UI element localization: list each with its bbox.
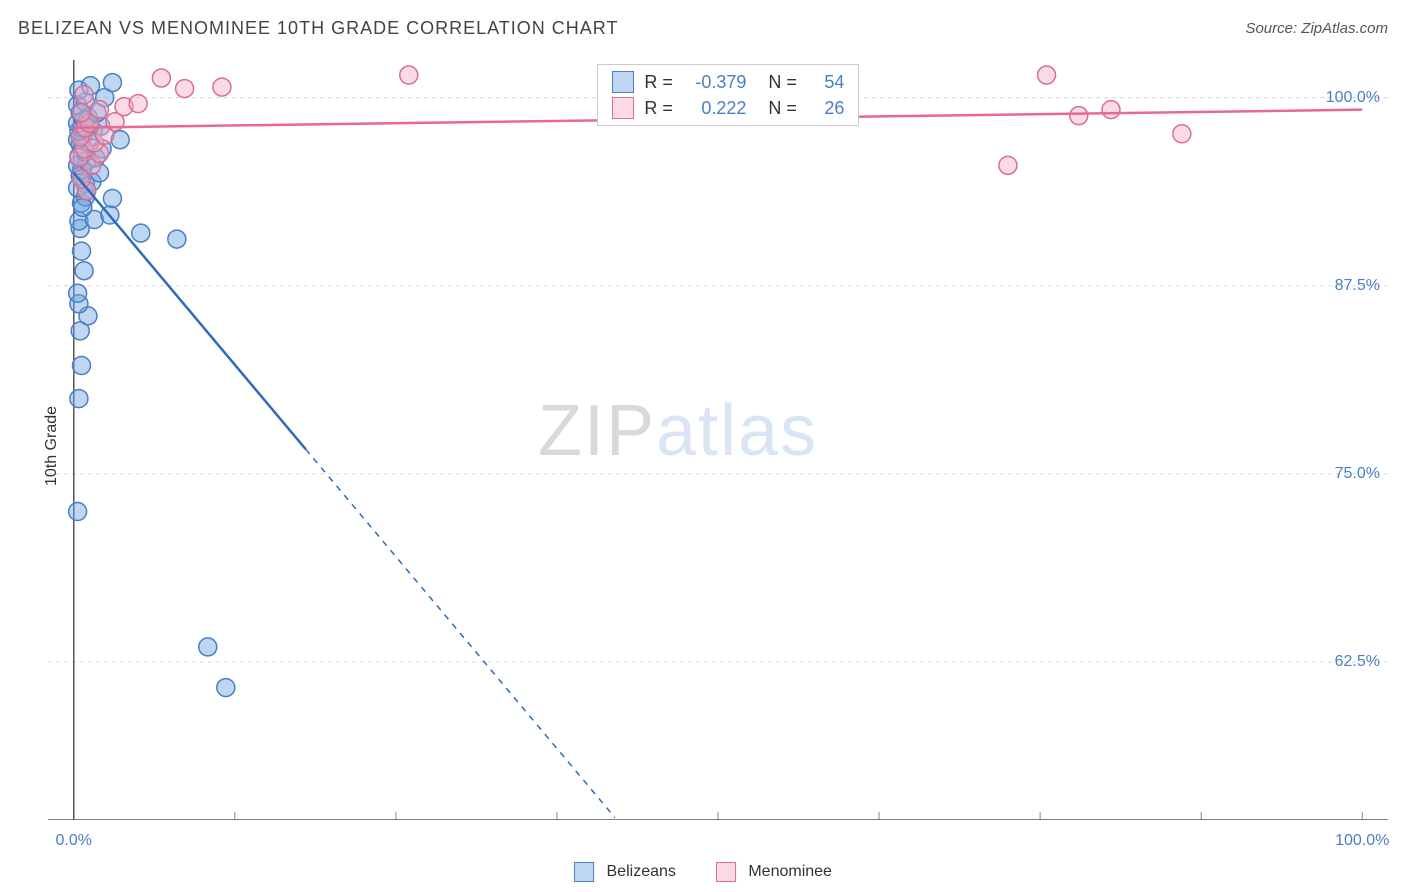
stats-n-value: 26 xyxy=(814,98,844,119)
stats-row: R = -0.379 N = 54 xyxy=(598,69,858,95)
stats-n-label: N = xyxy=(768,72,804,93)
stats-r-value: 0.222 xyxy=(690,98,746,119)
chart-title: BELIZEAN VS MENOMINEE 10TH GRADE CORRELA… xyxy=(18,18,618,39)
chart-source: Source: ZipAtlas.com xyxy=(1245,20,1388,37)
stats-r-label: R = xyxy=(644,98,680,119)
stats-n-label: N = xyxy=(768,98,804,119)
plot-area: ZIPatlas R =-0.379N =54R =0.222N =26 100… xyxy=(48,60,1388,820)
legend-swatch-icon xyxy=(574,862,594,882)
legend-item-menominee: Menominee xyxy=(716,862,832,882)
y-tick-label: 75.0% xyxy=(1335,465,1380,483)
y-tick-label: 87.5% xyxy=(1335,277,1380,295)
correlation-stats-box: R = -0.379 N = 54 R = 0.222 N = 26 xyxy=(597,64,859,126)
stats-r-value: -0.379 xyxy=(690,72,746,93)
stats-row: R = 0.222 N = 26 xyxy=(598,95,858,121)
legend-label: Belizeans xyxy=(607,863,676,880)
x-tick-label: 0.0% xyxy=(56,832,92,850)
y-tick-label: 100.0% xyxy=(1326,89,1380,107)
x-tick-label: 100.0% xyxy=(1335,832,1389,850)
stats-r-label: R = xyxy=(644,72,680,93)
legend-label: Menominee xyxy=(748,863,832,880)
stats-swatch-icon xyxy=(612,71,634,93)
scatter-chart-svg xyxy=(48,60,1388,820)
y-tick-label: 62.5% xyxy=(1335,653,1380,671)
stats-swatch-icon xyxy=(612,97,634,119)
legend-swatch-icon xyxy=(716,862,736,882)
legend-item-belizeans: Belizeans xyxy=(574,862,676,882)
bottom-legend: Belizeans Menominee xyxy=(574,862,832,882)
stats-n-value: 54 xyxy=(814,72,844,93)
